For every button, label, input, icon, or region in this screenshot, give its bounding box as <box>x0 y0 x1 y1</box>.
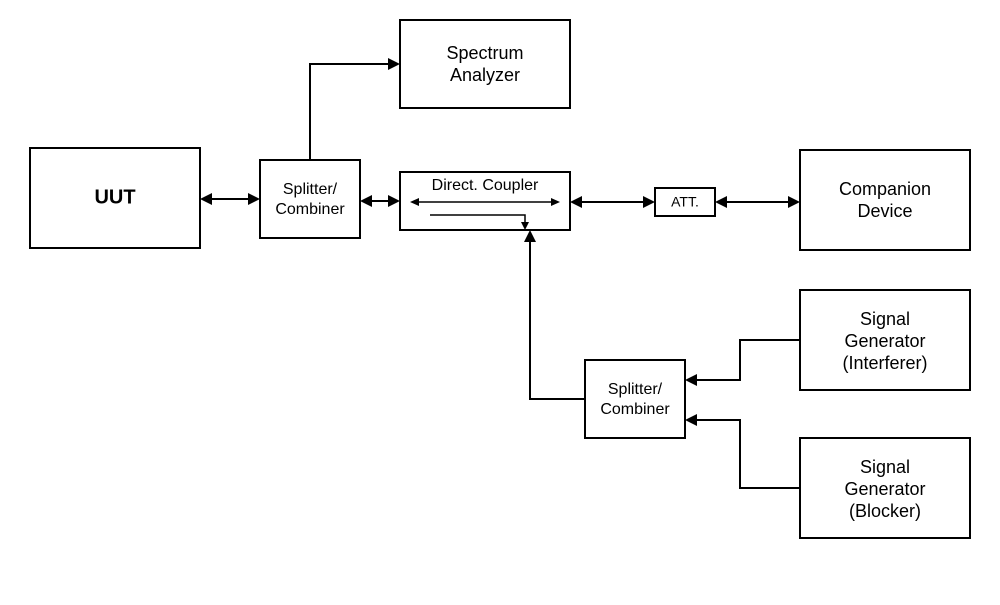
edge-splitter1-spectrum <box>310 58 400 160</box>
edge-blocker-splitter2 <box>685 414 800 488</box>
splitter2-label1: Splitter/ <box>608 381 663 398</box>
edge-coupler-att <box>570 196 655 208</box>
splitter1-label2: Combiner <box>275 201 345 218</box>
node-siggen-interferer: Signal Generator (Interferer) <box>800 290 970 390</box>
siggen-int-label1: Signal <box>860 309 910 329</box>
node-splitter2: Splitter/ Combiner <box>585 360 685 438</box>
uut-label: UUT <box>94 186 135 208</box>
node-splitter1: Splitter/ Combiner <box>260 160 360 238</box>
companion-label2: Device <box>857 201 912 221</box>
edge-interferer-splitter2 <box>685 340 800 386</box>
node-siggen-blocker: Signal Generator (Blocker) <box>800 438 970 538</box>
edge-splitter2-coupler <box>524 230 585 399</box>
spectrum-label2: Analyzer <box>450 65 520 85</box>
node-spectrum: Spectrum Analyzer <box>400 20 570 108</box>
edge-att-companion <box>715 196 800 208</box>
edge-uut-splitter1 <box>200 193 260 205</box>
node-uut: UUT <box>30 148 200 248</box>
siggen-blk-label1: Signal <box>860 457 910 477</box>
att-label: ATT. <box>671 194 699 210</box>
splitter2-label2: Combiner <box>600 401 670 418</box>
splitter1-label1: Splitter/ <box>283 181 338 198</box>
siggen-blk-label2: Generator <box>844 479 925 499</box>
companion-label1: Companion <box>839 179 931 199</box>
node-att: ATT. <box>655 188 715 216</box>
spectrum-label1: Spectrum <box>446 43 523 63</box>
siggen-int-label3: (Interferer) <box>842 353 927 373</box>
coupler-label: Direct. Coupler <box>432 177 539 194</box>
node-companion: Companion Device <box>800 150 970 250</box>
siggen-blk-label3: (Blocker) <box>849 501 921 521</box>
node-coupler: Direct. Coupler <box>400 172 570 230</box>
siggen-int-label2: Generator <box>844 331 925 351</box>
edge-splitter1-coupler <box>360 195 400 207</box>
